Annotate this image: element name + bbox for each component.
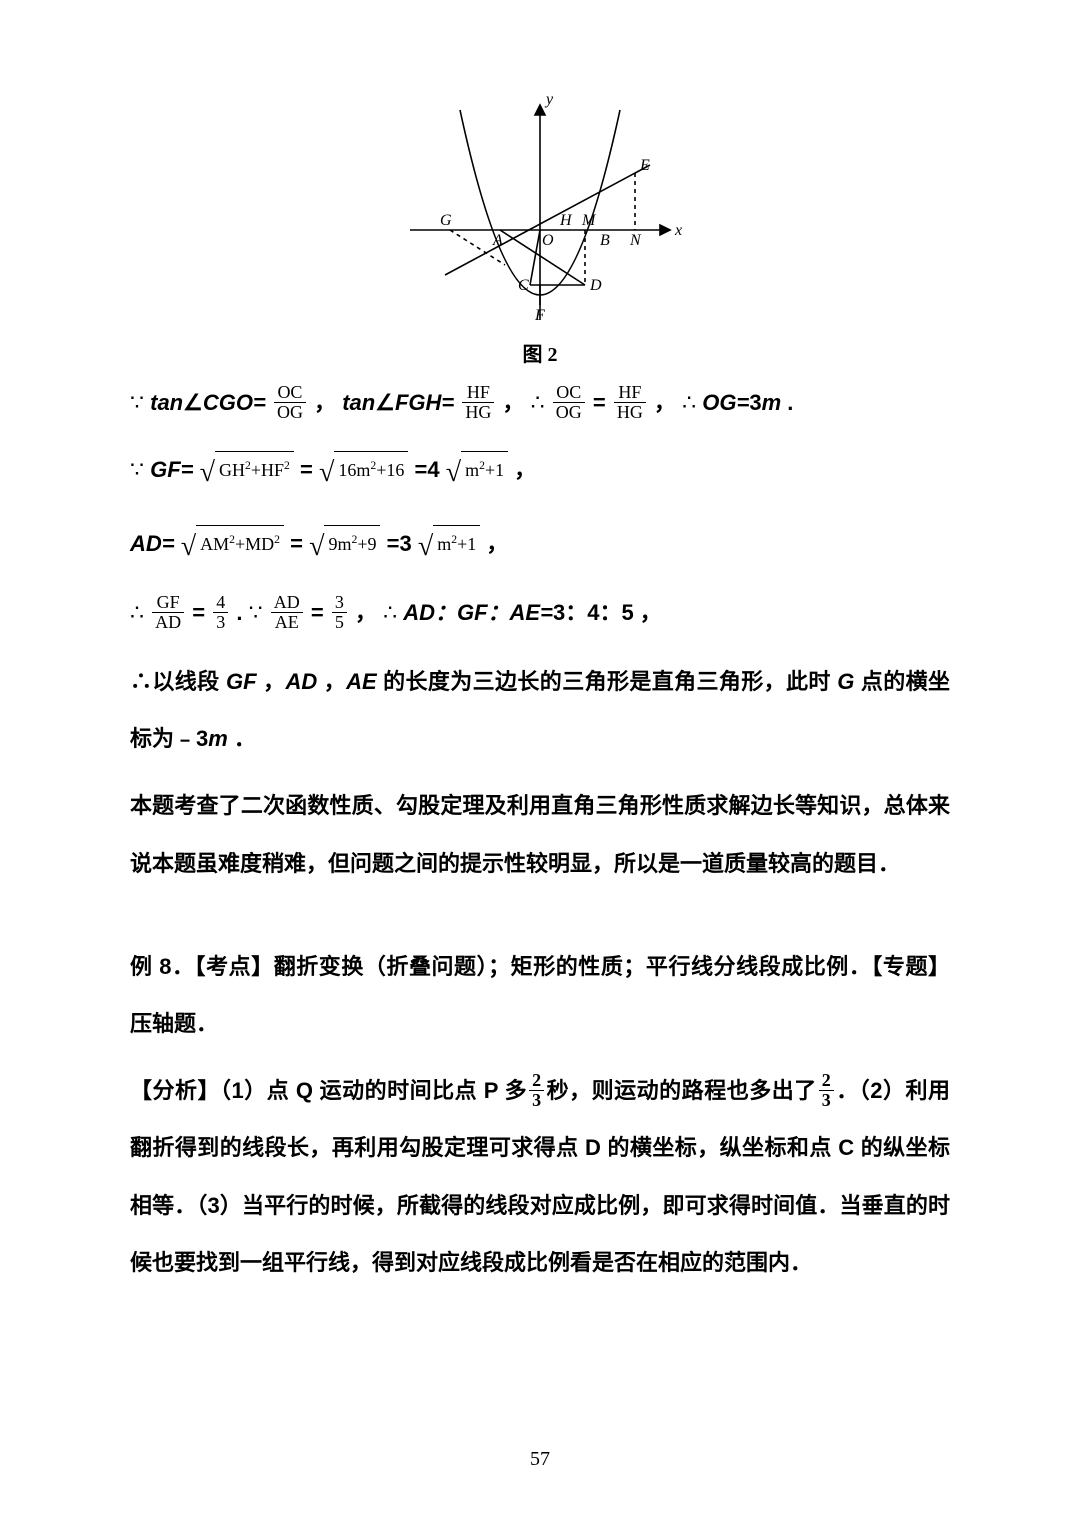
pt-C: C [518,277,529,294]
sym-because-3: ∵ [249,600,263,625]
sqrt-16m2-16: √16m2+16 [319,443,408,499]
pt-M: M [581,212,597,229]
summary-paragraph: 本题考查了二次函数性质、勾股定理及利用直角三角形性质求解边长等知识，总体来说本题… [130,777,950,891]
conclusion-paragraph: ∴以线段 GF ，AD ，AE 的长度为三边长的三角形是直角三角形，此时 G 点… [130,653,950,767]
math-line-4: ∴ GFAD = 43 . ∵ ADAE = 35 ， ∴ AD：GF：AE=3… [130,591,950,635]
frac-3-5: 35 [332,593,347,632]
pt-F: F [534,307,545,324]
page-content: y x G A O H M B N C D F E 图 2 ∵ tan∠CGO=… [130,90,950,1301]
pt-B: B [600,232,610,249]
figure-2: y x G A O H M B N C D F E [130,90,950,330]
math-line-1: ∵ tan∠CGO= OCOG ， tan∠FGH= HFHG ， ∴ OCOG… [130,381,950,425]
frac-ad-ae: ADAE [271,593,303,632]
sqrt-m2-1-a: √m2+1 [446,443,508,499]
sym-because-2: ∵ [130,457,144,482]
sym-therefore-4: ∴ [383,600,397,625]
var-cgo: CGO= [203,390,266,415]
example8-heading: 例 8．【考点】翻折变换（折叠问题）；矩形的性质；平行线分线段成比例．【专题】压… [130,938,950,1052]
sym-therefore-3: ∴ [130,600,144,625]
pt-N: N [629,232,642,249]
var-fgh: FGH= [395,390,454,415]
frac-gf-ad: GFAD [152,593,184,632]
sym-therefore-1: ∴ [531,390,545,415]
pt-D: D [589,277,602,294]
parabola-diagram: y x G A O H M B N C D F E [390,90,690,330]
var-ad: AD= [130,531,175,556]
pt-H: H [559,212,573,229]
frac-hf-hg-2: HFHG [614,383,646,422]
var-gf: GF= [150,457,193,482]
sqrt-9m2-9: √9m2+9 [309,517,380,573]
var-og: OG= [702,390,749,415]
frac-4-3: 43 [213,593,228,632]
math-line-3: AD= √AM2+MD2 = √9m2+9 =3 √m2+1 ， [130,517,950,573]
pt-E: E [639,157,650,174]
frac-2-3-a: 23 [529,1071,544,1110]
analysis-paragraph: 【分析】（1）点 Q 运动的时间比点 P 多23秒，则运动的路程也多出了23．（… [130,1062,950,1291]
axis-label-y: y [544,91,554,108]
frac-oc-og-1: OCOG [274,383,306,422]
sym-angle-1: ∠ [183,390,203,415]
axis-label-x: x [674,222,682,239]
frac-oc-og-2: OCOG [553,383,585,422]
figure-caption: 图 2 [130,338,950,367]
pt-A: A [492,232,503,249]
sqrt-m2-1-b: √m2+1 [418,517,480,573]
sym-angle-2: ∠ [375,390,395,415]
sym-because: ∵ [130,390,144,415]
math-line-2: ∵ GF= √GH2+HF2 = √16m2+16 =4 √m2+1 ， [130,443,950,499]
fn-tan-2: tan [342,390,375,415]
pt-G: G [440,212,452,229]
page-number: 57 [0,1448,1080,1471]
sqrt-am-md: √AM2+MD2 [181,517,284,573]
ratio-label: AD：GF：AE= [403,600,553,625]
frac-hf-hg-1: HFHG [462,383,494,422]
sym-therefore-2: ∴ [682,390,696,415]
frac-2-3-b: 23 [819,1071,834,1110]
sqrt-gh-hf: √GH2+HF2 [200,443,294,499]
pt-O: O [542,232,554,249]
fn-tan-1: tan [150,390,183,415]
